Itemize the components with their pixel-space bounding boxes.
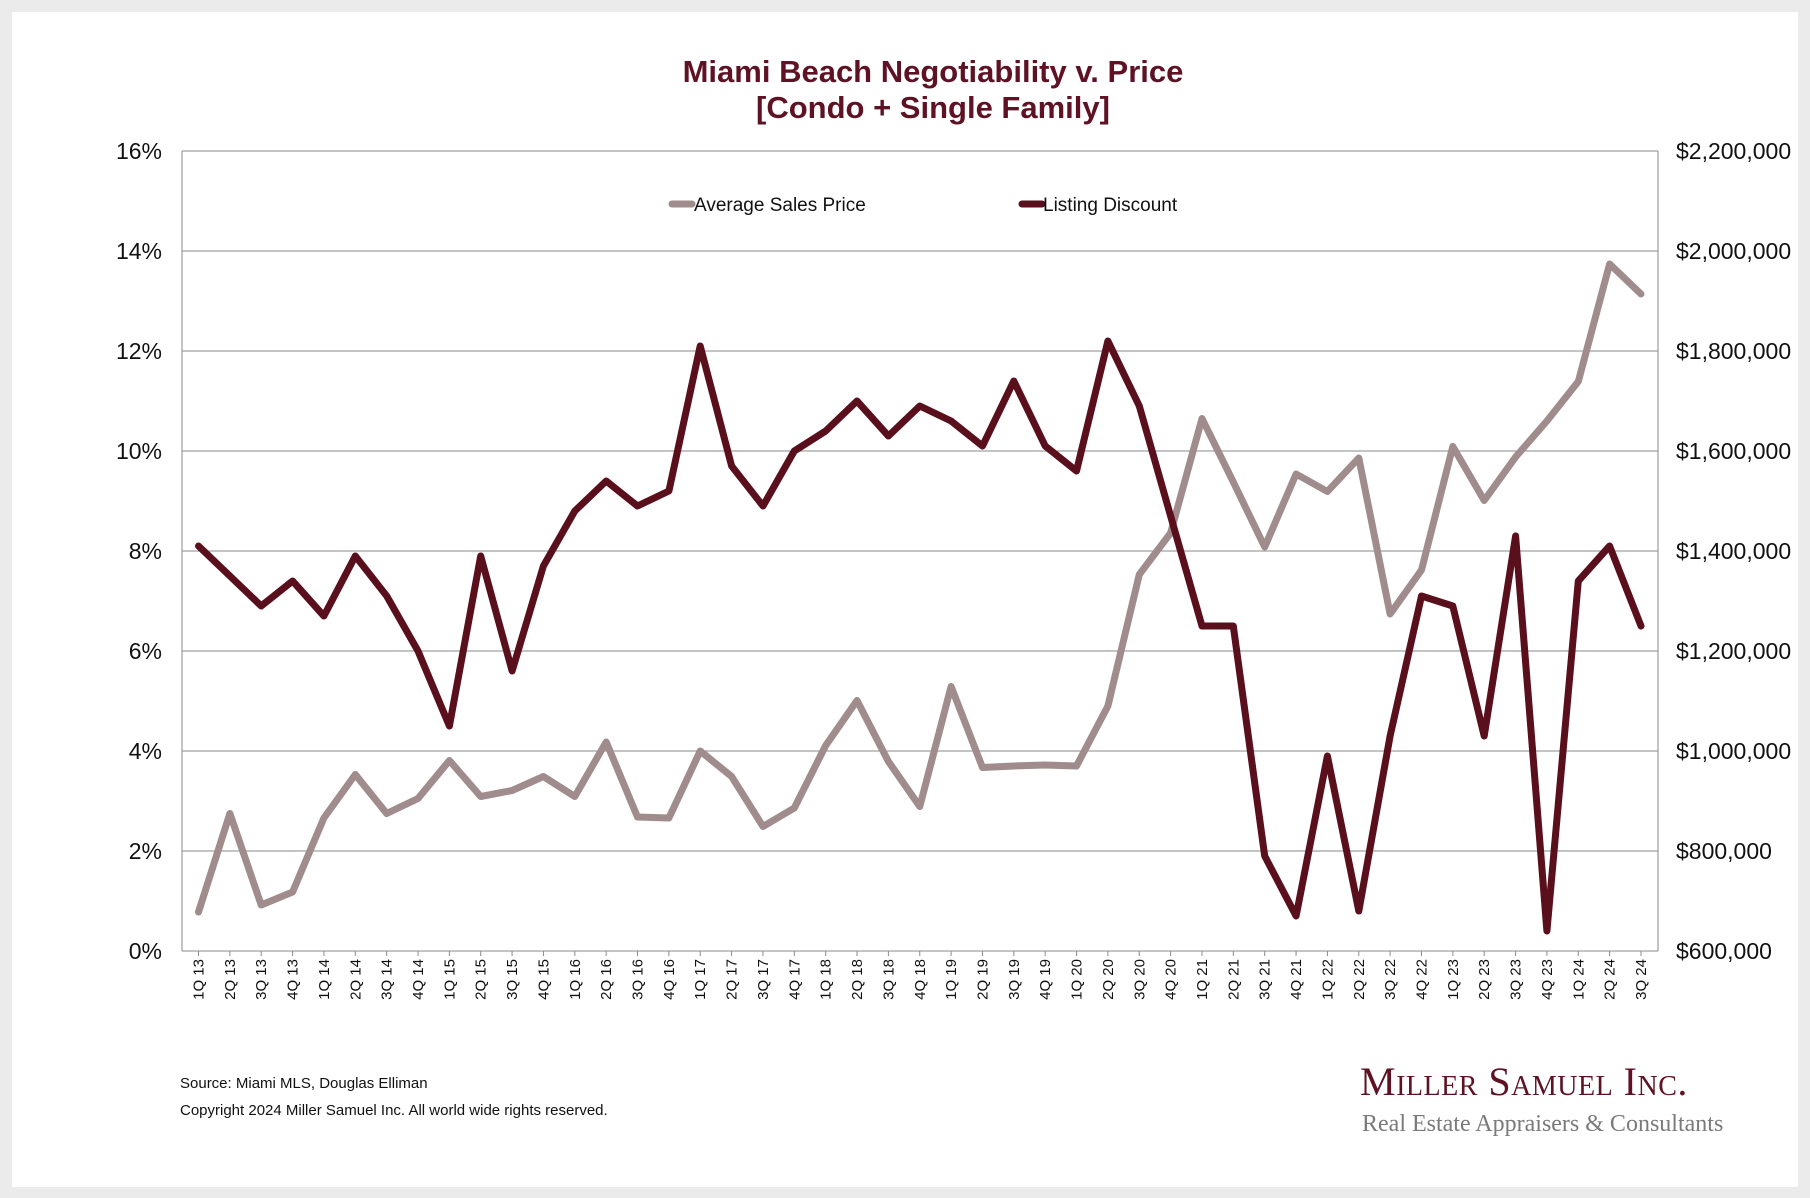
x-tick-label: 2Q 20: [1100, 959, 1117, 1000]
y-left-tick-label: 2%: [129, 838, 162, 864]
legend-label-average-sales-price: Average Sales Price: [694, 195, 866, 216]
y-right-tick-label: $2,000,000: [1676, 238, 1791, 264]
logo-name: Miller Samuel Inc.: [1360, 1059, 1688, 1104]
x-tick-label: 3Q 17: [755, 959, 772, 1000]
y-right-tick-label: $1,200,000: [1676, 638, 1791, 664]
x-tick-label: 3Q 14: [379, 959, 396, 1000]
x-tick-label: 4Q 22: [1413, 959, 1430, 1000]
x-tick-label: 3Q 21: [1257, 959, 1274, 1000]
x-tick-label: 3Q 18: [880, 959, 897, 1000]
x-tick-label: 2Q 14: [347, 959, 364, 1000]
logo-tagline: Real Estate Appraisers & Consultants: [1362, 1111, 1723, 1137]
y-left-tick-label: 10%: [116, 438, 162, 464]
x-tick-label: 1Q 13: [191, 959, 208, 1000]
chart-subtitle: [Condo + Single Family]: [756, 90, 1110, 125]
x-tick-label: 1Q 22: [1319, 959, 1336, 1000]
x-tick-label: 2Q 19: [974, 959, 991, 1000]
x-tick-label: 1Q 18: [818, 959, 835, 1000]
x-tick-label: 3Q 13: [253, 959, 270, 1000]
y-left-tick-label: 0%: [129, 938, 162, 964]
x-tick-label: 4Q 15: [535, 959, 552, 1000]
x-tick-label: 2Q 16: [598, 959, 615, 1000]
x-tick-label: 1Q 24: [1570, 959, 1587, 1000]
series-line-average-sales-price: [195, 260, 1645, 916]
source-note: Source: Miami MLS, Douglas Elliman: [180, 1075, 428, 1092]
y-right-tick-label: $1,400,000: [1676, 538, 1791, 564]
x-tick-label: 4Q 16: [661, 959, 678, 1000]
x-tick-label: 1Q 14: [316, 959, 333, 1000]
x-tick-label: 1Q 20: [1069, 959, 1086, 1000]
x-tick-label: 3Q 24: [1633, 959, 1650, 1000]
y-right-tick-label: $1,600,000: [1676, 438, 1791, 464]
y-left-tick-label: 6%: [129, 638, 162, 664]
y-right-tick-label: $800,000: [1676, 838, 1772, 864]
x-tick-label: 4Q 18: [912, 959, 929, 1000]
x-tick-label: 2Q 23: [1476, 959, 1493, 1000]
x-tick-label: 2Q 22: [1351, 959, 1368, 1000]
x-tick-label: 2Q 21: [1225, 959, 1242, 1000]
copyright-note: Copyright 2024 Miller Samuel Inc. All wo…: [180, 1102, 608, 1119]
x-tick-label: 4Q 21: [1288, 959, 1305, 1000]
y-left-tick-label: 12%: [116, 338, 162, 364]
y-left-tick-label: 16%: [116, 138, 162, 164]
chart-title: Miami Beach Negotiability v. Price: [683, 54, 1184, 89]
x-tick-label: 4Q 14: [410, 959, 427, 1000]
y-left-tick-label: 8%: [129, 538, 162, 564]
x-tick-label: 3Q 15: [504, 959, 521, 1000]
y-left-tick-label: 4%: [129, 738, 162, 764]
x-tick-label: 4Q 20: [1163, 959, 1180, 1000]
legend-label-listing-discount: Listing Discount: [1043, 195, 1178, 216]
x-tick-label: 4Q 13: [285, 959, 302, 1000]
x-tick-label: 1Q 17: [692, 959, 709, 1000]
x-tick-label: 3Q 23: [1508, 959, 1525, 1000]
y-right-tick-label: $1,000,000: [1676, 738, 1791, 764]
x-tick-label: 2Q 15: [473, 959, 490, 1000]
x-tick-label: 4Q 17: [786, 959, 803, 1000]
x-tick-label: 3Q 20: [1131, 959, 1148, 1000]
x-tick-label: 4Q 19: [1037, 959, 1054, 1000]
x-tick-label: 1Q 15: [441, 959, 458, 1000]
x-tick-label: 2Q 13: [222, 959, 239, 1000]
series-line-listing-discount: [195, 337, 1645, 935]
x-tick-label: 4Q 23: [1539, 959, 1556, 1000]
x-tick-label: 2Q 18: [849, 959, 866, 1000]
x-tick-label: 1Q 16: [567, 959, 584, 1000]
x-tick-label: 2Q 24: [1602, 959, 1619, 1000]
x-tick-label: 3Q 19: [1006, 959, 1023, 1000]
x-tick-label: 3Q 22: [1382, 959, 1399, 1000]
y-right-tick-label: $1,800,000: [1676, 338, 1791, 364]
x-tick-label: 1Q 19: [943, 959, 960, 1000]
x-tick-label: 2Q 17: [724, 959, 741, 1000]
x-tick-label: 1Q 21: [1194, 959, 1211, 1000]
y-left-tick-label: 14%: [116, 238, 162, 264]
y-right-tick-label: $2,200,000: [1676, 138, 1791, 164]
x-tick-label: 3Q 16: [630, 959, 647, 1000]
x-tick-label: 1Q 23: [1445, 959, 1462, 1000]
y-right-tick-label: $600,000: [1676, 938, 1772, 964]
